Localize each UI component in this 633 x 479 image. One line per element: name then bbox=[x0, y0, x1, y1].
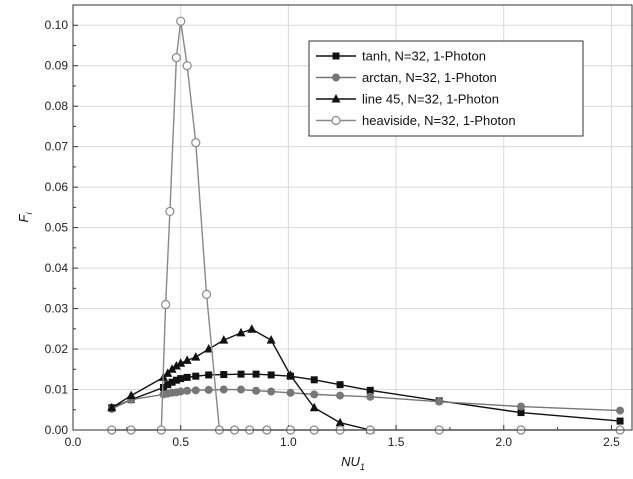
data-point-arctan bbox=[237, 385, 245, 394]
x-tick-label: 0.5 bbox=[172, 435, 189, 449]
data-point-arctan bbox=[267, 387, 276, 396]
y-tick-label: 0.03 bbox=[45, 302, 69, 316]
x-axis-title-main: NU bbox=[341, 454, 360, 469]
y-tick-label: 0.06 bbox=[45, 180, 69, 194]
data-point-tanh bbox=[237, 370, 245, 378]
y-tick-label: 0.08 bbox=[45, 99, 69, 113]
data-point-line45 bbox=[266, 335, 276, 344]
legend-marker-arctan bbox=[332, 73, 340, 82]
data-point-arctan bbox=[204, 385, 213, 394]
x-axis-title-sub: 1 bbox=[360, 462, 365, 472]
data-point-arctan bbox=[366, 392, 375, 401]
data-point-tanh bbox=[310, 376, 318, 384]
data-point-tanh bbox=[220, 371, 228, 379]
y-tick-label: 0.10 bbox=[45, 18, 69, 32]
data-point-heaviside bbox=[171, 53, 181, 63]
y-tick-label: 0.01 bbox=[45, 383, 69, 397]
legend-marker-tanh bbox=[332, 52, 340, 60]
data-point-arctan bbox=[517, 402, 525, 411]
data-point-arctan bbox=[176, 387, 185, 396]
data-point-arctan bbox=[310, 390, 319, 399]
data-point-line45 bbox=[182, 355, 192, 364]
data-point-heaviside bbox=[176, 16, 186, 26]
data-point-line45 bbox=[309, 402, 319, 412]
data-point-heaviside bbox=[182, 61, 192, 71]
y-tick-label: 0.07 bbox=[45, 140, 69, 154]
data-point-line45 bbox=[335, 417, 345, 427]
data-point-arctan bbox=[336, 391, 345, 400]
data-point-line45 bbox=[167, 364, 177, 373]
data-point-tanh bbox=[192, 372, 200, 380]
data-point-line45 bbox=[126, 390, 136, 400]
legend-label-arctan: arctan, N=32, 1-Photon bbox=[362, 70, 497, 85]
data-point-line45 bbox=[204, 344, 214, 353]
series-tanh bbox=[108, 370, 624, 425]
y-tick-label: 0.00 bbox=[45, 423, 69, 437]
legend-marker-line45 bbox=[331, 94, 341, 103]
data-point-heaviside bbox=[191, 138, 201, 148]
y-axis-title-sub: i bbox=[24, 212, 34, 215]
x-tick-label: 2.0 bbox=[495, 435, 512, 449]
data-point-tanh bbox=[252, 370, 260, 378]
legend: tanh, N=32, 1-Photon arctan, N=32, 1-Pho… bbox=[308, 40, 584, 137]
legend-item-heaviside: heaviside, N=32, 1-Photon bbox=[316, 113, 516, 128]
data-point-line45 bbox=[286, 370, 296, 379]
y-axis-title-main: F bbox=[16, 213, 31, 222]
legend-label-heaviside: heaviside, N=32, 1-Photon bbox=[362, 113, 516, 128]
data-point-tanh bbox=[336, 381, 344, 389]
data-point-tanh bbox=[177, 375, 185, 383]
data-point-tanh bbox=[172, 376, 180, 384]
data-point-line45 bbox=[219, 335, 229, 344]
data-point-arctan bbox=[435, 397, 444, 406]
data-point-line45 bbox=[247, 324, 257, 333]
data-point-arctan bbox=[191, 386, 200, 395]
y-tick-label: 0.04 bbox=[45, 261, 69, 275]
data-point-tanh bbox=[205, 371, 213, 379]
data-point-tanh bbox=[168, 378, 176, 386]
x-tick-label: 0.0 bbox=[65, 435, 82, 449]
plot-frame bbox=[72, 4, 633, 431]
data-point-line45 bbox=[171, 361, 181, 370]
data-point-heaviside bbox=[161, 299, 171, 310]
series-line45 bbox=[107, 324, 375, 434]
x-tick-label: 2.5 bbox=[603, 435, 620, 449]
legend-marker-heaviside bbox=[331, 115, 341, 126]
data-point-tanh bbox=[183, 373, 191, 381]
data-point-tanh bbox=[164, 381, 172, 389]
data-point-tanh bbox=[366, 386, 374, 394]
x-axis-title: NU1 bbox=[341, 454, 365, 472]
data-point-tanh bbox=[616, 417, 624, 425]
y-tick-label: 0.09 bbox=[45, 59, 69, 73]
data-point-line45 bbox=[107, 402, 117, 412]
legend-label-line45: line 45, N=32, 1-Photon bbox=[362, 92, 499, 107]
data-point-heaviside bbox=[165, 206, 175, 217]
grid bbox=[72, 5, 633, 431]
data-point-line45 bbox=[191, 352, 201, 361]
data-point-arctan bbox=[252, 386, 261, 395]
data-point-tanh bbox=[517, 409, 525, 417]
data-point-arctan bbox=[219, 385, 228, 394]
series-line-tanh bbox=[111, 373, 621, 422]
legend-item-tanh: tanh, N=32, 1-Photon bbox=[316, 49, 486, 64]
data-point-tanh bbox=[267, 371, 275, 379]
series-line-line45 bbox=[111, 328, 371, 431]
data-point-arctan bbox=[286, 388, 295, 397]
data-point-arctan bbox=[616, 406, 625, 415]
legend-item-line45: line 45, N=32, 1-Photon bbox=[316, 92, 499, 107]
data-point-line45 bbox=[176, 358, 186, 367]
data-point-arctan bbox=[183, 386, 192, 395]
x-tick-label: 1.5 bbox=[388, 435, 405, 449]
y-axis-title: Fi bbox=[16, 212, 34, 223]
data-point-line45 bbox=[236, 327, 246, 337]
legend-label-tanh: tanh, N=32, 1-Photon bbox=[362, 49, 486, 64]
y-tick-label: 0.02 bbox=[45, 342, 69, 356]
legend-item-arctan: arctan, N=32, 1-Photon bbox=[316, 70, 497, 85]
y-tick-label: 0.05 bbox=[45, 221, 69, 235]
x-tick-label: 1.0 bbox=[280, 435, 297, 449]
data-point-heaviside bbox=[201, 289, 212, 300]
